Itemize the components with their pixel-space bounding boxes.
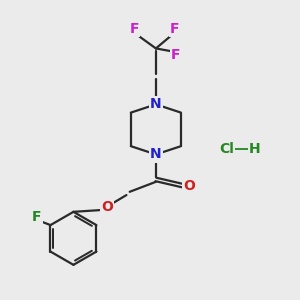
Text: H: H [249, 142, 260, 155]
Text: Cl: Cl [219, 142, 234, 155]
Text: O: O [101, 200, 113, 214]
Text: F: F [171, 48, 180, 62]
Text: F: F [129, 22, 139, 36]
Text: N: N [150, 147, 162, 161]
Text: F: F [32, 210, 41, 224]
Text: F: F [170, 22, 179, 36]
Text: N: N [150, 98, 162, 111]
Text: O: O [183, 179, 195, 193]
